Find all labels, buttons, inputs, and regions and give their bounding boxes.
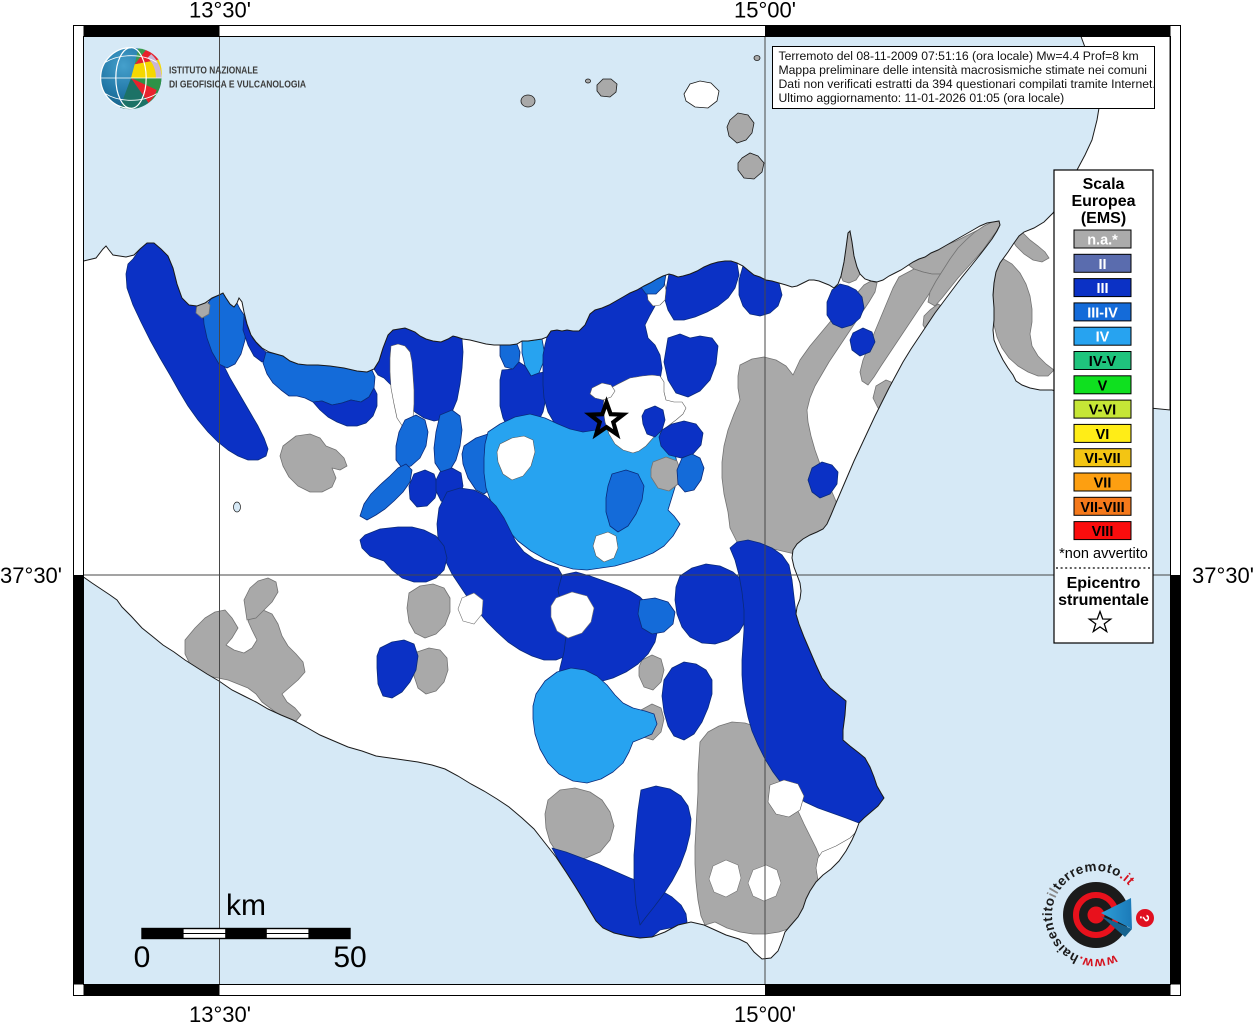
svg-text:Scala: Scala — [1083, 176, 1125, 193]
svg-text:50: 50 — [333, 941, 366, 974]
svg-text:*non avvertito: *non avvertito — [1059, 546, 1148, 562]
svg-text:37°30': 37°30' — [1192, 563, 1254, 588]
svg-text:III-IV: III-IV — [1087, 305, 1118, 321]
svg-text:0: 0 — [134, 941, 151, 974]
svg-text:VI-VII: VI-VII — [1084, 451, 1120, 467]
svg-text:IV: IV — [1096, 330, 1110, 346]
svg-text:V-VI: V-VI — [1089, 403, 1116, 419]
svg-text:ISTITUTO NAZIONALE: ISTITUTO NAZIONALE — [169, 65, 258, 77]
svg-text:DI GEOFISICA E VULCANOLOGIA: DI GEOFISICA E VULCANOLOGIA — [169, 79, 306, 91]
svg-text:Mappa preliminare delle intens: Mappa preliminare delle intensità macros… — [779, 63, 1148, 77]
svg-text:II: II — [1098, 257, 1106, 273]
svg-text:37°30': 37°30' — [0, 563, 62, 588]
svg-text:Epicentro: Epicentro — [1067, 575, 1141, 592]
svg-text:Europea: Europea — [1071, 193, 1135, 210]
svg-text:VII-VIII: VII-VIII — [1080, 500, 1124, 516]
svg-text:Terremoto del 08-11-2009 07:51: Terremoto del 08-11-2009 07:51:16 (ora l… — [779, 49, 1139, 63]
svg-text:15°00': 15°00' — [734, 0, 796, 23]
svg-text:III: III — [1096, 281, 1108, 297]
svg-text:IV-V: IV-V — [1089, 354, 1117, 370]
svg-text:13°30': 13°30' — [189, 1002, 251, 1024]
svg-text:n.a.*: n.a.* — [1087, 233, 1118, 249]
svg-text:V: V — [1098, 378, 1108, 394]
svg-text:13°30': 13°30' — [189, 0, 251, 23]
svg-text:(EMS): (EMS) — [1081, 210, 1126, 227]
svg-text:strumentale: strumentale — [1058, 592, 1149, 609]
svg-text:VI: VI — [1096, 427, 1110, 443]
svg-text:Ultimo aggiornamento: 11-01-20: Ultimo aggiornamento: 11-01-2026 01:05 (… — [779, 91, 1065, 105]
svg-text:VII: VII — [1094, 476, 1112, 492]
svg-text:km: km — [226, 889, 266, 922]
svg-text:Dati non verificati estratti d: Dati non verificati estratti da 394 ques… — [779, 77, 1156, 91]
svg-text:?: ? — [1137, 913, 1153, 922]
svg-text:VIII: VIII — [1092, 524, 1114, 540]
svg-text:15°00': 15°00' — [734, 1002, 796, 1024]
